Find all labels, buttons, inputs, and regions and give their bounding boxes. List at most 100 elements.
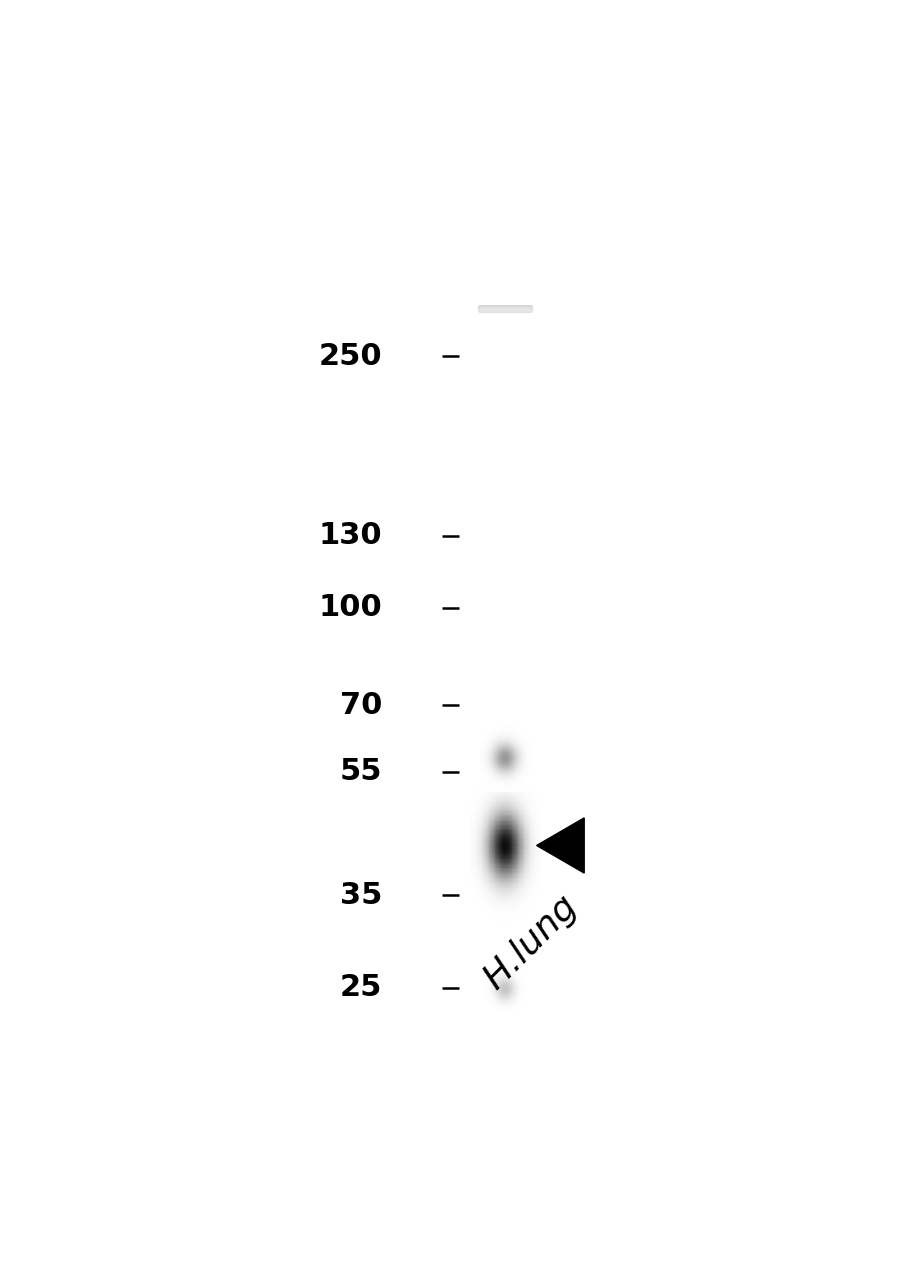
Bar	[478, 307, 530, 310]
Bar	[478, 306, 530, 308]
Bar	[478, 307, 530, 310]
Bar	[478, 308, 530, 311]
Bar	[478, 308, 530, 311]
Bar	[478, 306, 530, 308]
Bar	[478, 307, 530, 308]
Bar	[478, 307, 530, 310]
Bar	[478, 308, 530, 311]
Bar	[478, 308, 530, 311]
Bar	[478, 306, 530, 308]
Bar	[478, 307, 530, 308]
Bar	[478, 308, 530, 311]
Bar	[478, 308, 530, 311]
Bar	[478, 307, 530, 310]
Bar	[478, 307, 530, 310]
Bar	[478, 308, 530, 311]
Bar	[478, 307, 530, 310]
Bar	[478, 307, 530, 310]
Bar	[478, 308, 530, 311]
Bar	[478, 308, 530, 311]
Bar	[478, 307, 530, 310]
Bar	[478, 307, 530, 310]
Bar	[478, 307, 530, 310]
Bar	[478, 307, 530, 308]
Bar	[478, 307, 530, 310]
Bar	[478, 307, 530, 310]
Bar	[478, 307, 530, 308]
Bar	[478, 308, 530, 310]
Bar	[478, 307, 530, 310]
Bar	[478, 307, 530, 310]
Bar	[478, 307, 530, 310]
Bar	[478, 307, 530, 310]
Bar	[478, 307, 530, 310]
Text: 25: 25	[339, 973, 382, 1002]
Bar	[478, 308, 530, 311]
Bar	[478, 308, 530, 311]
Text: 70: 70	[339, 691, 382, 719]
Bar	[478, 307, 530, 310]
Bar	[478, 308, 530, 310]
Bar	[478, 308, 530, 311]
Bar	[478, 307, 530, 310]
Bar	[478, 308, 530, 311]
Bar	[478, 307, 530, 310]
Bar	[478, 306, 530, 308]
Bar	[478, 308, 530, 311]
Bar	[478, 307, 530, 308]
Bar	[478, 308, 530, 311]
Bar	[478, 306, 530, 308]
Bar	[478, 307, 530, 310]
Bar	[478, 307, 530, 310]
Bar	[478, 308, 530, 311]
Bar	[478, 307, 530, 310]
Bar	[478, 308, 530, 311]
Bar	[478, 308, 530, 311]
Bar	[478, 308, 530, 310]
Bar	[478, 308, 530, 311]
Bar	[478, 308, 530, 311]
Bar	[478, 308, 530, 311]
Bar	[478, 307, 530, 310]
Bar	[478, 308, 530, 311]
Bar	[478, 308, 530, 310]
Bar	[478, 306, 530, 308]
Bar	[478, 307, 530, 310]
Bar	[478, 308, 530, 311]
Bar	[478, 307, 530, 308]
Bar	[478, 307, 530, 310]
Bar	[478, 307, 530, 310]
Bar	[478, 308, 530, 311]
Bar	[478, 307, 530, 310]
Bar	[478, 308, 530, 311]
Bar	[478, 307, 530, 310]
Bar	[478, 307, 530, 310]
Bar	[478, 307, 530, 310]
Bar	[478, 307, 530, 310]
Bar	[478, 308, 530, 311]
Bar	[478, 307, 530, 310]
Bar	[478, 308, 530, 311]
Bar	[478, 308, 530, 311]
Bar	[478, 308, 530, 311]
Polygon shape	[536, 818, 584, 873]
Bar	[478, 307, 530, 310]
Bar	[478, 307, 530, 310]
Text: 35: 35	[339, 881, 382, 910]
Bar	[478, 308, 530, 310]
Bar	[478, 307, 530, 310]
Bar	[478, 307, 530, 310]
Bar	[478, 307, 530, 310]
Bar	[478, 307, 530, 310]
Bar	[478, 308, 530, 311]
Bar	[478, 307, 530, 310]
Bar	[478, 307, 530, 310]
Bar	[478, 306, 530, 308]
Bar	[478, 306, 530, 308]
Bar	[478, 307, 530, 310]
Bar	[478, 307, 530, 310]
Bar	[478, 307, 530, 310]
Bar	[478, 308, 530, 311]
Bar	[478, 308, 530, 311]
Text: 55: 55	[339, 756, 382, 786]
